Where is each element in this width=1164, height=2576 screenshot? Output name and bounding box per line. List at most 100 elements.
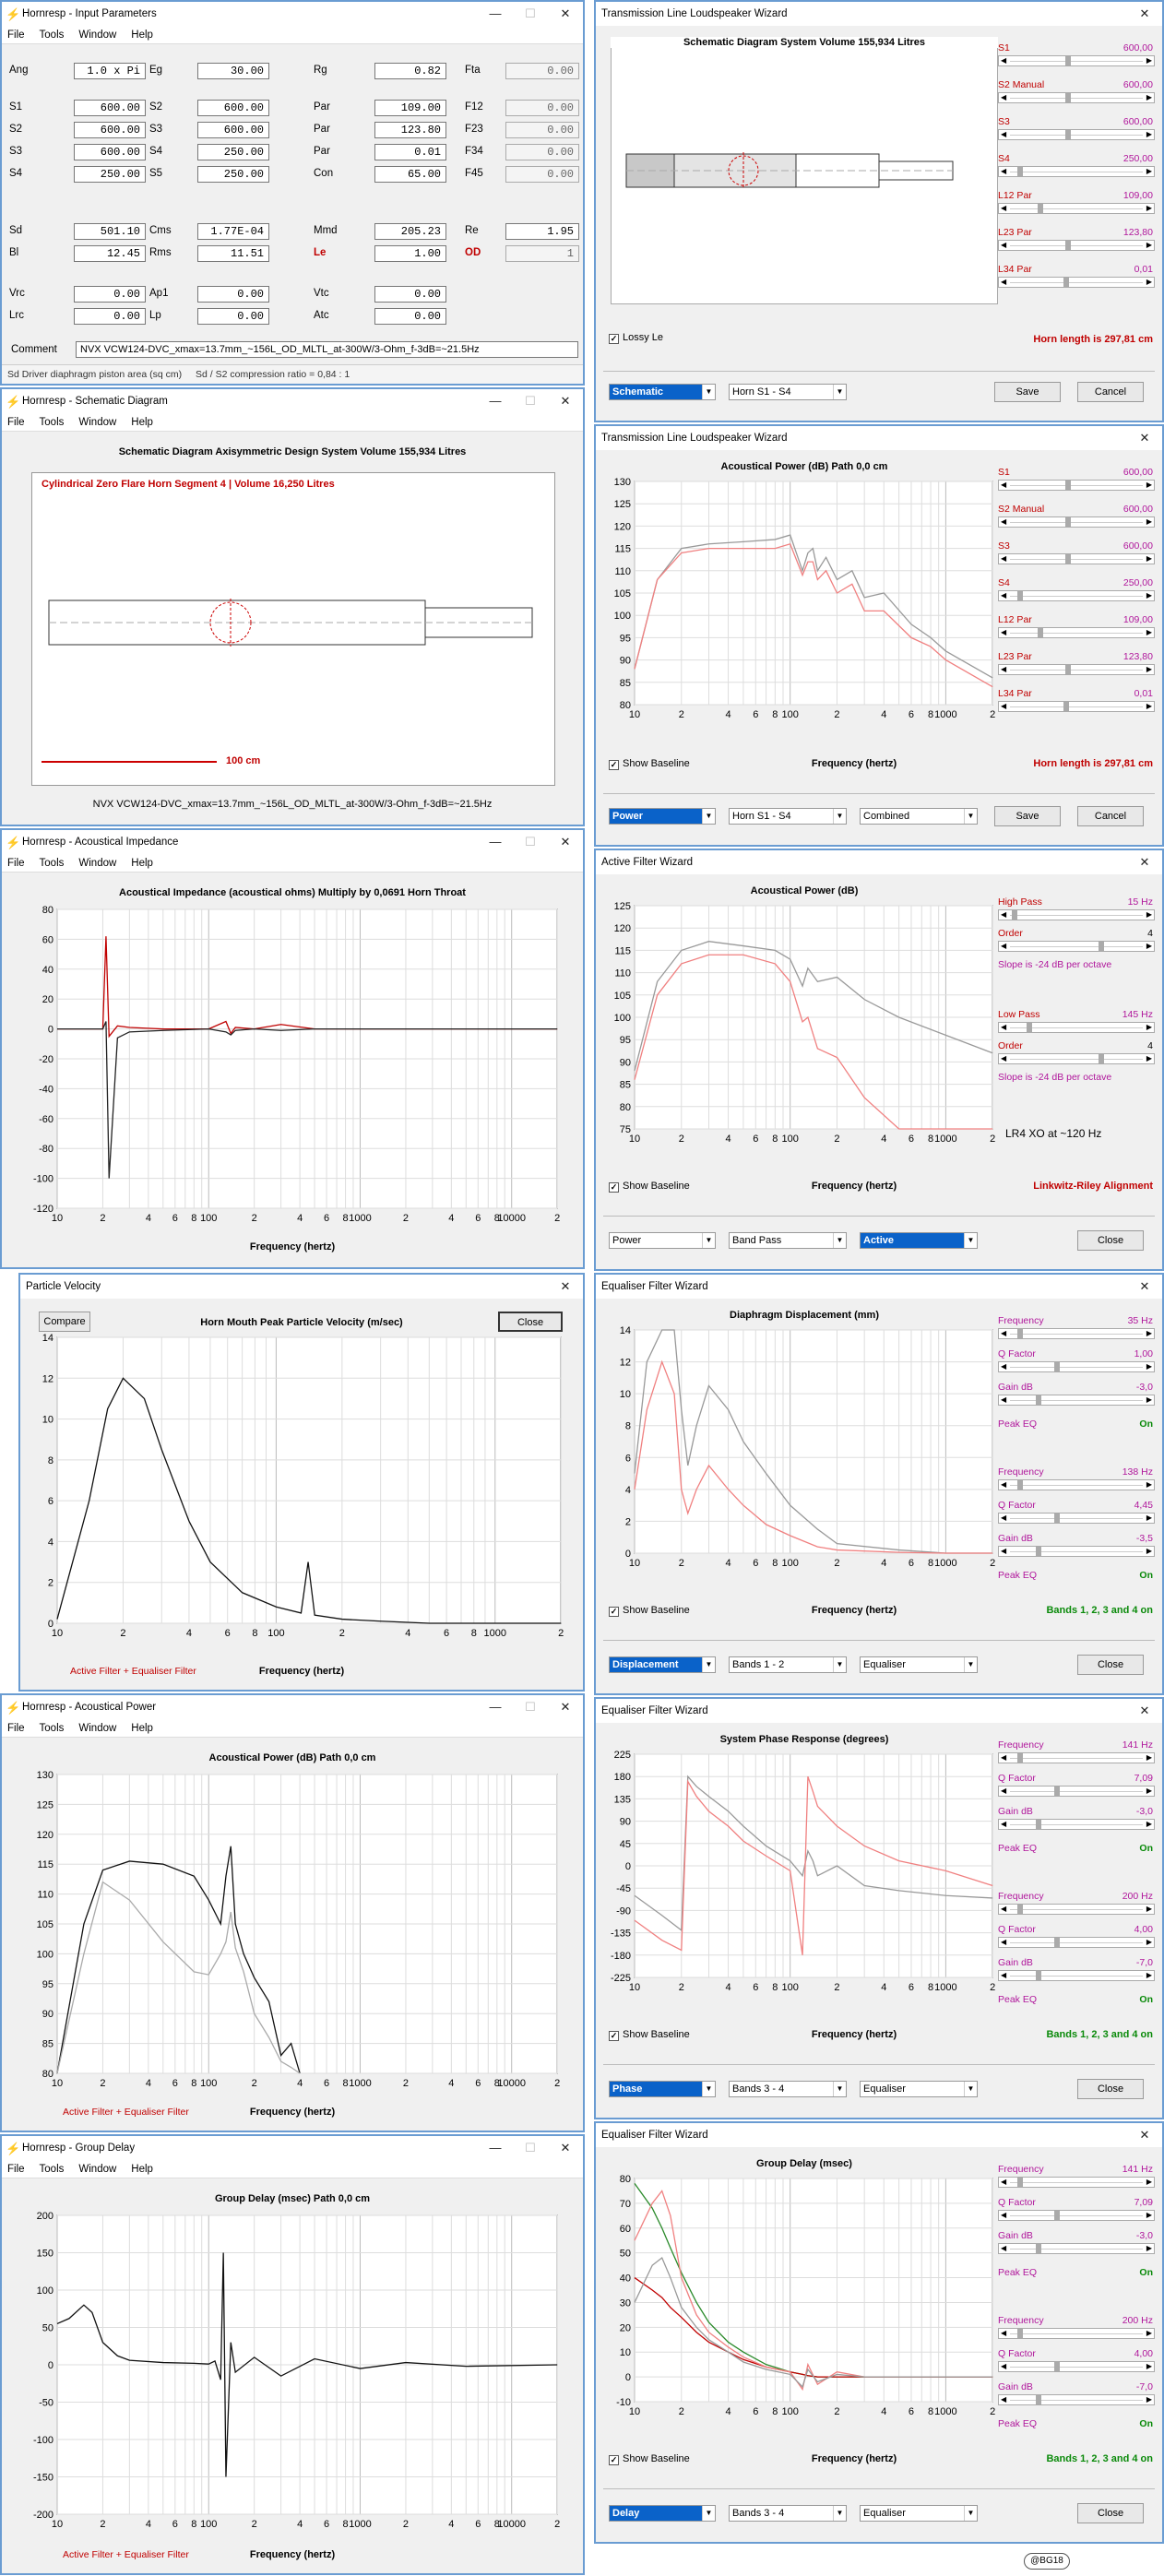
slider-thumb[interactable] <box>1065 554 1071 564</box>
close-button[interactable]: ✕ <box>560 394 571 408</box>
arrow-right-icon[interactable]: ▶ <box>1146 2362 1152 2370</box>
slider-thumb[interactable] <box>1017 2178 1023 2187</box>
slider-thumb[interactable] <box>1038 628 1043 637</box>
value-slider[interactable]: ◀ ▶ <box>998 2243 1155 2254</box>
value-slider[interactable]: ◀ ▶ <box>998 1361 1155 1372</box>
param-field[interactable]: 600.00 <box>74 144 146 160</box>
param-field[interactable]: 0.82 <box>374 63 446 79</box>
value-slider[interactable]: ◀ ▶ <box>998 1904 1155 1915</box>
arrow-right-icon[interactable]: ▶ <box>1146 1971 1152 1979</box>
close-button[interactable]: ✕ <box>1139 2128 1150 2142</box>
param-field[interactable]: 123.80 <box>374 122 446 138</box>
menu-file[interactable]: File <box>7 2164 25 2175</box>
param-field[interactable]: 0.00 <box>505 122 579 138</box>
arrow-left-icon[interactable]: ◀ <box>1001 910 1007 919</box>
slider-thumb[interactable] <box>1065 93 1071 102</box>
value-slider[interactable]: ◀ ▶ <box>998 1395 1155 1406</box>
slider-thumb[interactable] <box>1036 1971 1041 1980</box>
slider-thumb[interactable] <box>1063 702 1069 711</box>
arrow-left-icon[interactable]: ◀ <box>1001 1395 1007 1404</box>
show-baseline-checkbox[interactable]: ✓ Show Baseline <box>609 2453 690 2465</box>
close-button[interactable]: Close <box>498 1312 563 1332</box>
slider-thumb[interactable] <box>1017 1753 1023 1763</box>
param-field[interactable]: 0.01 <box>374 144 446 160</box>
param-field[interactable]: 600.00 <box>74 100 146 116</box>
slider-thumb[interactable] <box>1038 204 1043 213</box>
show-baseline-checkbox[interactable]: ✓ Show Baseline <box>609 1605 690 1617</box>
value-slider[interactable]: ◀ ▶ <box>998 240 1155 251</box>
param-field[interactable]: 0.00 <box>505 166 579 183</box>
horn-select[interactable]: Horn S1 - S4 ▼ <box>729 384 847 400</box>
menu-window[interactable]: Window <box>78 2164 117 2175</box>
title-bar[interactable]: Transmission Line Loudspeaker Wizard ✕ <box>596 2 1162 26</box>
maximize-button[interactable]: ☐ <box>525 1700 536 1714</box>
arrow-left-icon[interactable]: ◀ <box>1001 204 1007 212</box>
arrow-left-icon[interactable]: ◀ <box>1001 1480 1007 1489</box>
arrow-right-icon[interactable]: ▶ <box>1146 1023 1152 1031</box>
save-button[interactable]: Save <box>994 806 1061 826</box>
value-slider[interactable]: ◀ ▶ <box>998 480 1155 491</box>
arrow-right-icon[interactable]: ▶ <box>1146 93 1152 101</box>
minimize-button[interactable]: — <box>489 1700 502 1714</box>
arrow-left-icon[interactable]: ◀ <box>1001 1054 1007 1062</box>
menu-window[interactable]: Window <box>78 858 117 869</box>
arrow-left-icon[interactable]: ◀ <box>1001 554 1007 563</box>
param-field[interactable]: 0.00 <box>197 286 269 303</box>
arrow-right-icon[interactable]: ▶ <box>1146 2329 1152 2337</box>
arrow-left-icon[interactable]: ◀ <box>1001 517 1007 526</box>
close-button[interactable]: Close <box>1077 1655 1144 1675</box>
slider-thumb[interactable] <box>1017 1480 1023 1490</box>
title-bar[interactable]: ⚡ Hornresp - Schematic Diagram — ☐ ✕ <box>2 389 583 413</box>
arrow-left-icon[interactable]: ◀ <box>1001 481 1007 489</box>
show-baseline-checkbox[interactable]: ✓ Show Baseline <box>609 1181 690 1193</box>
menu-tools[interactable]: Tools <box>39 417 65 428</box>
arrow-right-icon[interactable]: ▶ <box>1146 204 1152 212</box>
menu-help[interactable]: Help <box>131 2164 153 2175</box>
close-button[interactable]: ✕ <box>1139 431 1150 445</box>
arrow-right-icon[interactable]: ▶ <box>1146 2395 1152 2404</box>
title-bar[interactable]: ⚡ Hornresp - Acoustical Power — ☐ ✕ <box>2 1695 583 1719</box>
view-select[interactable]: Schematic ▼ <box>609 384 716 400</box>
horn-select[interactable]: Horn S1 - S4 ▼ <box>729 808 847 825</box>
value-slider[interactable]: ◀ ▶ <box>998 664 1155 675</box>
value-slider[interactable]: ◀ ▶ <box>998 166 1155 177</box>
menu-window[interactable]: Window <box>78 417 117 428</box>
filter-select[interactable]: Equaliser ▼ <box>860 2505 978 2522</box>
slider-thumb[interactable] <box>1017 2329 1023 2338</box>
arrow-right-icon[interactable]: ▶ <box>1146 1395 1152 1404</box>
param-field[interactable]: 205.23 <box>374 223 446 240</box>
arrow-left-icon[interactable]: ◀ <box>1001 1753 1007 1762</box>
slider-thumb[interactable] <box>1063 278 1069 287</box>
slider-thumb[interactable] <box>1054 2211 1060 2220</box>
param-field[interactable]: 0.00 <box>505 100 579 116</box>
param-field[interactable]: 0.00 <box>505 144 579 160</box>
value-slider[interactable]: ◀ ▶ <box>998 627 1155 638</box>
param-field[interactable]: 30.00 <box>197 63 269 79</box>
param-field[interactable]: 250.00 <box>197 166 269 183</box>
arrow-right-icon[interactable]: ▶ <box>1146 1905 1152 1913</box>
view-select[interactable]: Power ▼ <box>609 808 716 825</box>
arrow-left-icon[interactable]: ◀ <box>1001 628 1007 636</box>
arrow-left-icon[interactable]: ◀ <box>1001 2362 1007 2370</box>
arrow-left-icon[interactable]: ◀ <box>1001 702 1007 710</box>
view-select[interactable]: Power ▼ <box>609 1232 716 1249</box>
close-button[interactable]: ✕ <box>1139 855 1150 869</box>
arrow-right-icon[interactable]: ▶ <box>1146 591 1152 599</box>
slider-thumb[interactable] <box>1017 1329 1023 1338</box>
close-button[interactable]: Close <box>1077 2503 1144 2523</box>
view-select[interactable]: Phase ▼ <box>609 2081 716 2097</box>
menu-help[interactable]: Help <box>131 30 153 41</box>
slider-thumb[interactable] <box>1054 1514 1060 1523</box>
menu-file[interactable]: File <box>7 858 25 869</box>
slider-thumb[interactable] <box>1036 1820 1041 1829</box>
slider-thumb[interactable] <box>1036 2395 1041 2404</box>
title-bar[interactable]: Equaliser Filter Wizard ✕ <box>596 1699 1162 1723</box>
arrow-right-icon[interactable]: ▶ <box>1146 2211 1152 2219</box>
slider-thumb[interactable] <box>1036 1395 1041 1405</box>
order-slider[interactable]: ◀ ▶ <box>998 941 1155 952</box>
param-field[interactable]: 0.00 <box>505 63 579 79</box>
value-slider[interactable]: ◀ ▶ <box>998 1752 1155 1763</box>
slider-thumb[interactable] <box>1036 1547 1041 1556</box>
arrow-right-icon[interactable]: ▶ <box>1146 278 1152 286</box>
param-field[interactable]: 250.00 <box>74 166 146 183</box>
